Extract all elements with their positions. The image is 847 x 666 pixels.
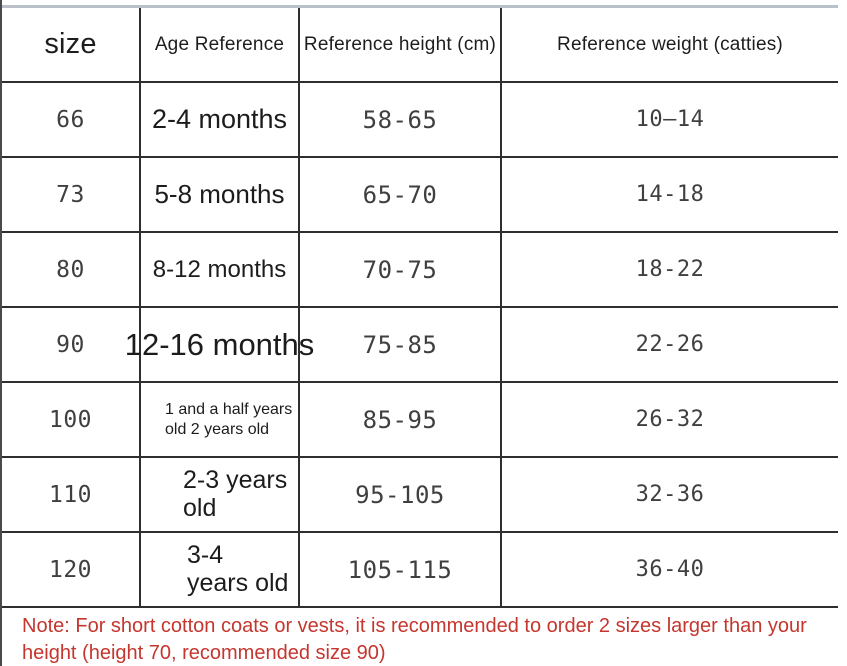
cell-size: 100 (2, 383, 141, 456)
cell-weight: 10—14 (635, 107, 705, 132)
table-row: 100 1 and a half years old 2 years old 8… (2, 383, 838, 458)
header-size: size (2, 8, 141, 81)
cell-size: 66 (2, 83, 141, 156)
table-row: 90 12-16 months 75-85 22-26 (2, 308, 838, 383)
cell-weight: 26-32 (635, 407, 705, 432)
table-row: 110 2-3 years old 95-105 32-36 (2, 458, 838, 533)
cell-weight: 36-40 (635, 557, 705, 582)
note-text: Note: For short cotton coats or vests, i… (22, 615, 807, 664)
cell-age: 5-8 months (141, 158, 300, 231)
cell-height: 58-65 (300, 83, 502, 156)
cell-age: 8-12 months (141, 233, 300, 306)
cell-size: 90 (2, 308, 141, 381)
cell-age: 12-16 months (125, 308, 314, 381)
cell-age: 2-4 months (141, 83, 300, 156)
cell-size: 120 (2, 533, 141, 606)
cell-height: 75-85 (300, 308, 502, 381)
cell-weight: 14-18 (635, 182, 705, 207)
cell-height: 85-95 (300, 383, 502, 456)
cell-age: 1 and a half years old 2 years old (141, 383, 300, 456)
table-row: 73 5-8 months 65-70 14-18 (2, 158, 838, 233)
table-header-row: size Age Reference Reference height (cm)… (2, 8, 838, 83)
cell-height: 95-105 (300, 458, 502, 531)
table-row: 66 2-4 months 58-65 10—14 (2, 83, 838, 158)
cell-weight: 32-36 (635, 482, 705, 507)
cell-height: 105-115 (300, 533, 502, 606)
cell-weight: 22-26 (635, 332, 705, 357)
cell-age: 2-3 years old (141, 458, 300, 531)
cell-age: 3-4 years old (141, 533, 300, 606)
cell-weight: 18-22 (635, 257, 705, 282)
size-chart-table: size Age Reference Reference height (cm)… (2, 5, 838, 608)
cell-size: 80 (2, 233, 141, 306)
cell-height: 70-75 (300, 233, 502, 306)
header-weight: Reference weight (catties) (557, 33, 783, 55)
cell-size: 110 (2, 458, 141, 531)
cell-size: 73 (2, 158, 141, 231)
header-age: Age Reference (141, 8, 300, 81)
header-height: Reference height (cm) (300, 8, 502, 81)
table-row: 80 8-12 months 70-75 18-22 (2, 233, 838, 308)
cell-height: 65-70 (300, 158, 502, 231)
table-row: 120 3-4 years old 105-115 36-40 (2, 533, 838, 608)
